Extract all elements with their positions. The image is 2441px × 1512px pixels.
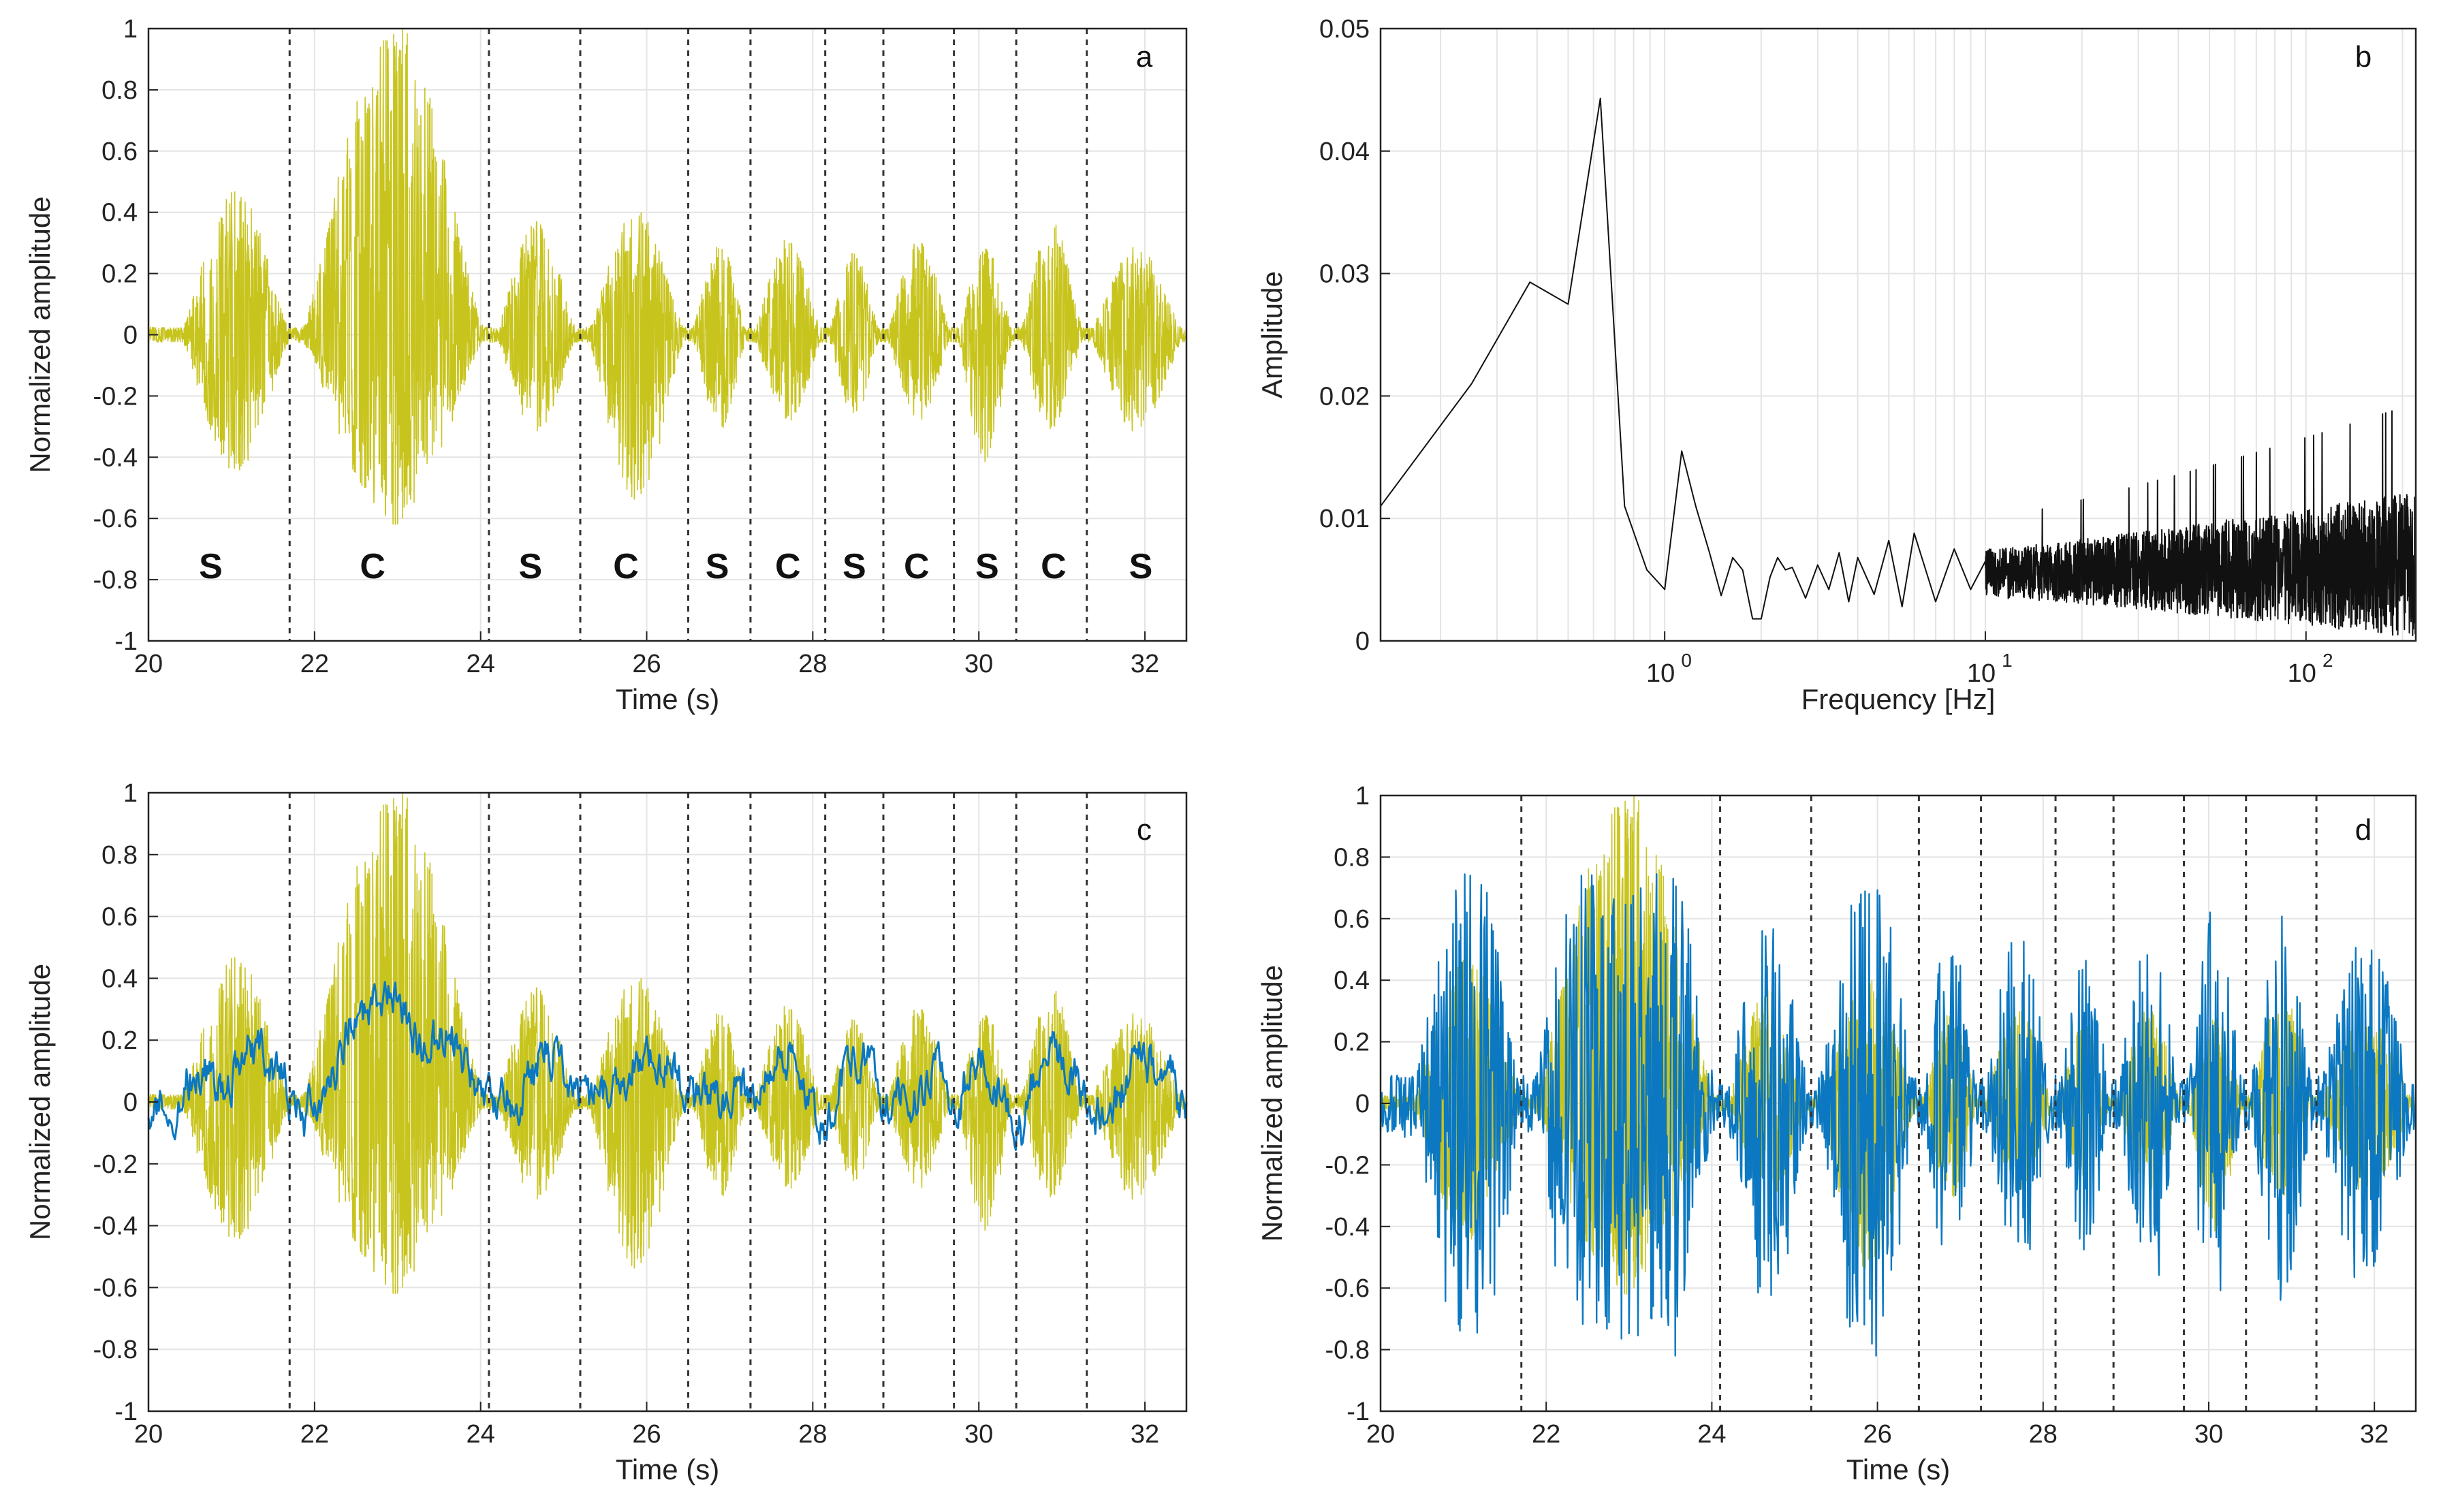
x-tick-label: 24 <box>467 1420 495 1449</box>
x-tick-label: 32 <box>1131 1420 1159 1449</box>
y-tick-label: 0.8 <box>1334 843 1370 872</box>
panel-letter: c <box>1137 813 1152 847</box>
x-tick-exponent: 2 <box>2322 650 2333 671</box>
x-tick-label: 32 <box>1131 650 1159 678</box>
x-tick-label: 22 <box>1532 1420 1560 1449</box>
x-axis-label: Time (s) <box>616 683 719 715</box>
x-tick-label: 10 <box>1967 659 1996 688</box>
x-tick-label: 28 <box>798 1420 827 1449</box>
segment-label: S <box>975 547 999 586</box>
y-tick-label: 0.02 <box>1319 382 1370 411</box>
y-axis-label: Normalized amplitude <box>24 964 56 1240</box>
panel-a: 1 0.8 0.6 0.4 0.2 0 -0.2 -0.4 -0.6 -0.8 -120 22 24 26… <box>24 15 1188 715</box>
y-tick-label: 0.6 <box>1334 905 1370 934</box>
y-tick-label: 0.2 <box>101 260 138 289</box>
segment-label: S <box>842 547 866 586</box>
series-spectrum <box>1380 97 2416 637</box>
y-tick-label: 0.8 <box>101 76 138 105</box>
y-tick-label: -1 <box>1347 1398 1370 1426</box>
segment-label: C <box>775 547 801 586</box>
y-tick-label: 0.2 <box>101 1026 138 1055</box>
x-tick-label: 20 <box>1366 1420 1395 1449</box>
x-tick-label: 26 <box>1863 1420 1891 1449</box>
y-tick-label: 0.8 <box>101 841 138 870</box>
y-tick-label: -0.2 <box>1325 1151 1370 1180</box>
segment-label: S <box>1129 547 1153 586</box>
y-tick-label: -1 <box>114 627 138 656</box>
y-tick-label: 0 <box>123 321 138 350</box>
x-tick-label: 10 <box>1646 659 1675 688</box>
y-tick-label: 0.4 <box>101 964 138 993</box>
x-axis-label: Time (s) <box>616 1453 719 1485</box>
y-tick-label: -0.6 <box>93 505 138 533</box>
y-axis-label: Normalized amplitude <box>24 196 56 473</box>
panel-d: 1 0.8 0.6 0.4 0.2 0 -0.2 -0.4 -0.6 -0.8 -120 22 24 26… <box>1256 782 2417 1485</box>
y-tick-label: -0.2 <box>93 382 138 411</box>
y-tick-label: 0.05 <box>1319 15 1370 44</box>
x-tick-label: 24 <box>467 650 495 678</box>
x-tick-label: 10 <box>2288 659 2316 688</box>
segment-label: C <box>904 547 930 586</box>
series-band-pass-signal <box>1379 873 2417 1357</box>
y-tick-label: 0.6 <box>101 138 138 166</box>
segment-label: C <box>613 547 639 586</box>
y-tick-label: 0 <box>123 1088 138 1117</box>
y-tick-label: 1 <box>1355 782 1370 810</box>
segment-label: S <box>706 547 729 586</box>
x-tick-label: 24 <box>1697 1420 1726 1449</box>
segment-label: C <box>1041 547 1067 586</box>
y-tick-label: 0.04 <box>1319 138 1370 166</box>
y-tick-label: -0.4 <box>93 1212 138 1241</box>
x-tick-label: 28 <box>2029 1420 2058 1449</box>
segment-label: S <box>518 547 542 586</box>
y-tick-label: 1 <box>123 15 138 44</box>
y-tick-label: -0.2 <box>93 1150 138 1179</box>
x-tick-label: 30 <box>964 1420 993 1449</box>
panel-letter: a <box>1136 40 1153 74</box>
y-tick-label: 1 <box>123 779 138 808</box>
y-tick-label: -0.8 <box>1325 1336 1370 1365</box>
x-tick-exponent: 1 <box>2002 650 2013 671</box>
y-tick-label: 0 <box>1355 1090 1370 1118</box>
y-tick-label: -0.6 <box>93 1274 138 1302</box>
series-normalized-signal <box>148 33 1187 525</box>
y-tick-label: 0.2 <box>1334 1028 1370 1057</box>
x-tick-label: 26 <box>632 650 661 678</box>
segment-label: C <box>360 547 385 586</box>
y-tick-label: 0.03 <box>1319 260 1370 289</box>
x-tick-label: 20 <box>134 1420 163 1449</box>
panel-c: 1 0.8 0.6 0.4 0.2 0 -0.2 -0.4 -0.6 -0.8 -120 22 24 26… <box>24 779 1188 1485</box>
series-low-pass-envelope <box>147 981 1188 1152</box>
panel-letter: b <box>2355 40 2372 74</box>
x-tick-label: 22 <box>300 1420 329 1449</box>
y-tick-label: -0.8 <box>93 1336 138 1364</box>
x-tick-label: 30 <box>2194 1420 2223 1449</box>
segment-label: S <box>199 547 223 586</box>
y-tick-label: -0.6 <box>1325 1274 1370 1303</box>
y-axis-label: Amplitude <box>1256 271 1288 398</box>
x-tick-label: 26 <box>632 1420 661 1449</box>
y-tick-label: 0.6 <box>101 903 138 932</box>
y-tick-label: -0.4 <box>1325 1213 1370 1242</box>
x-tick-exponent: 0 <box>1681 650 1692 671</box>
x-tick-label: 20 <box>134 650 163 678</box>
y-tick-label: -0.8 <box>93 566 138 595</box>
x-tick-label: 32 <box>2360 1420 2389 1449</box>
x-tick-label: 28 <box>798 650 827 678</box>
y-tick-label: 0 <box>1355 627 1370 656</box>
x-axis-label: Frequency [Hz] <box>1801 683 1996 715</box>
axes-frame <box>1379 27 2417 642</box>
y-tick-label: 0.01 <box>1319 505 1370 533</box>
panel-letter: d <box>2355 813 2372 847</box>
x-tick-label: 30 <box>964 650 993 678</box>
x-tick-label: 22 <box>300 650 329 678</box>
y-tick-label: 0.4 <box>101 199 138 227</box>
y-axis-label: Normalized amplitude <box>1256 965 1288 1242</box>
x-axis-label: Time (s) <box>1846 1453 1950 1485</box>
panel-b: 0.05 0.04 0.03 0.02 0.01 0 Frequency [Hz] Ampli… <box>1256 15 2417 715</box>
y-tick-label: -1 <box>114 1398 138 1426</box>
y-tick-label: -0.4 <box>93 443 138 472</box>
y-tick-label: 0.4 <box>1334 966 1370 995</box>
